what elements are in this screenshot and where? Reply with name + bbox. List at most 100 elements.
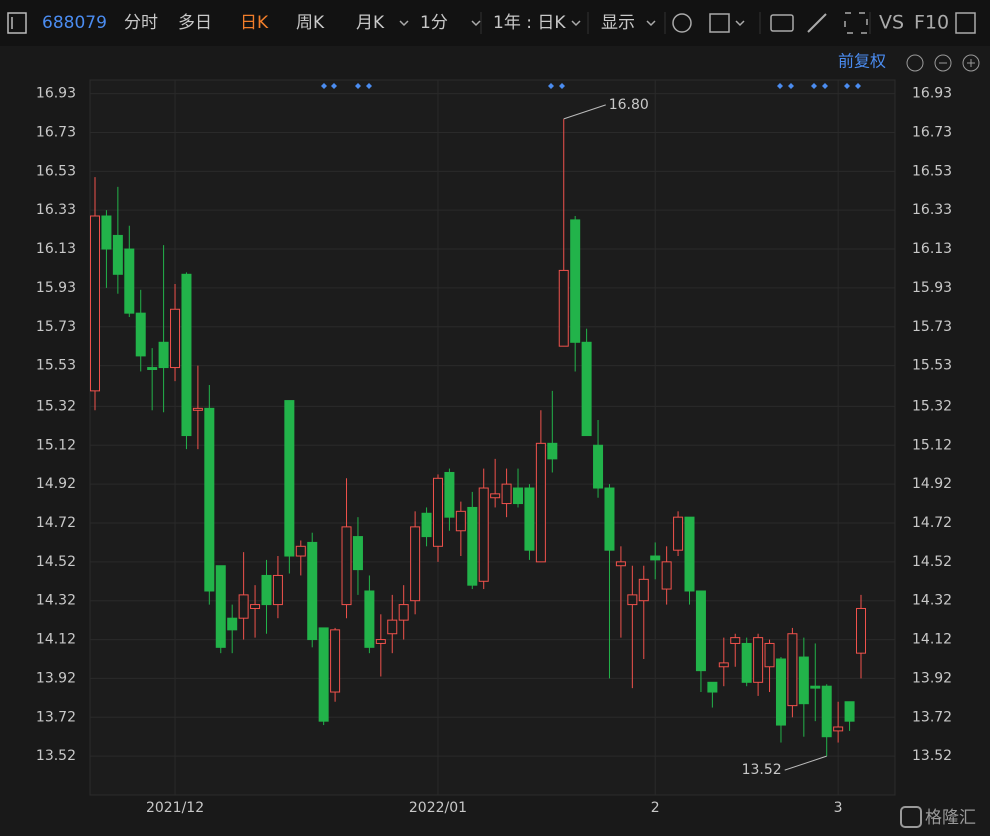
event-marker [321, 83, 327, 89]
annotation-line [784, 755, 827, 771]
candle-body [295, 545, 306, 557]
candle-body [490, 493, 501, 499]
y-tick-label: 14.32 [36, 593, 76, 609]
candle-body [261, 574, 272, 606]
y-tick-label-right: 13.72 [912, 709, 952, 725]
y-tick-label-right: 16.93 [912, 86, 952, 102]
annotation: 13.52 [742, 762, 782, 778]
menu-icon[interactable] [7, 12, 27, 34]
tab[interactable]: 日K [240, 13, 269, 33]
event-marker [855, 83, 861, 89]
candle-body [604, 487, 615, 551]
y-tick-label-right: 14.52 [912, 554, 952, 570]
candle-body [753, 637, 764, 683]
candle-body [730, 637, 741, 644]
candle-body [684, 516, 695, 592]
tab[interactable]: 多日 [178, 13, 212, 33]
adjust-button[interactable]: 前复权 [838, 52, 886, 71]
candle-body [158, 341, 169, 369]
candle-body [593, 444, 604, 489]
x-tick-label: 2021/12 [146, 800, 204, 816]
candle-body [318, 627, 329, 722]
y-tick-label-right: 13.52 [912, 748, 952, 764]
fullscreen-icon[interactable] [844, 12, 868, 34]
tab[interactable]: 1分 [420, 13, 448, 33]
y-tick-label: 16.93 [36, 86, 76, 102]
candle-body [741, 642, 752, 683]
candle-body [330, 629, 341, 693]
y-tick-label: 14.52 [36, 554, 76, 570]
y-tick-label-right: 16.13 [912, 241, 952, 257]
y-tick-label-right: 15.32 [912, 398, 952, 414]
annotation-line [563, 104, 606, 120]
candle-body [798, 656, 809, 705]
candle-body [398, 604, 409, 621]
y-tick-label: 13.92 [36, 670, 76, 686]
candle-body [615, 561, 626, 567]
y-tick-label: 13.72 [36, 709, 76, 725]
candle-body [810, 685, 821, 689]
y-tick-label-right: 13.92 [912, 670, 952, 686]
candle-body [764, 642, 775, 668]
zoom-in[interactable] [962, 54, 980, 72]
y-tick-label-right: 14.72 [912, 515, 952, 531]
candle-body [387, 619, 398, 635]
candle-body [341, 526, 352, 606]
candle-body [284, 400, 295, 557]
display-select[interactable]: 显示 [601, 13, 635, 33]
y-tick-label: 16.13 [36, 241, 76, 257]
f10-button[interactable]: F10 [914, 12, 949, 34]
tab[interactable]: 月K [356, 13, 385, 33]
y-tick-label: 15.93 [36, 280, 76, 296]
candle-body [101, 215, 112, 250]
y-tick-label-right: 15.93 [912, 280, 952, 296]
candle-body [570, 219, 581, 343]
tab[interactable]: 分时 [124, 13, 158, 33]
dropdown-arrow [646, 20, 656, 27]
candle-body [673, 516, 684, 551]
dropdown-arrow [399, 20, 409, 27]
y-tick-label: 13.52 [36, 748, 76, 764]
candle-body [250, 604, 261, 609]
event-marker [366, 83, 372, 89]
box-icon[interactable] [709, 13, 730, 33]
candle-body [112, 234, 123, 275]
candle-body [204, 407, 215, 592]
candle-body [90, 215, 100, 392]
y-tick-label-right: 15.53 [912, 358, 952, 374]
candle-body [307, 541, 318, 641]
panel-icon[interactable] [955, 12, 976, 34]
candle-body [821, 685, 832, 738]
camera-icon[interactable] [770, 14, 794, 32]
range-select[interactable]: 1年 : 日K [493, 13, 566, 33]
y-tick-label: 16.53 [36, 163, 76, 179]
y-tick-label-right: 15.73 [912, 319, 952, 335]
undo-icon[interactable] [906, 54, 924, 72]
event-marker [331, 83, 337, 89]
x-tick-label: 2 [651, 800, 660, 816]
candle-body [833, 726, 844, 732]
tab[interactable]: 周K [296, 13, 325, 33]
y-tick-label: 14.92 [36, 476, 76, 492]
candle-body [501, 483, 512, 505]
y-tick-label-right: 16.53 [912, 163, 952, 179]
vs-button[interactable]: VS [879, 12, 904, 34]
y-tick-label-right: 16.73 [912, 124, 952, 140]
y-tick-label: 14.72 [36, 515, 76, 531]
x-tick-label: 2022/01 [409, 800, 467, 816]
candle-body [627, 594, 638, 606]
dropdown-arrow [735, 20, 745, 27]
candle-body [856, 607, 866, 654]
settings-icon[interactable] [672, 13, 692, 33]
candle-body [558, 269, 569, 347]
y-tick-label: 15.12 [36, 437, 76, 453]
stock-code[interactable]: 688079 [42, 13, 107, 33]
pen-icon[interactable] [807, 13, 827, 33]
y-tick-label: 16.33 [36, 202, 76, 218]
candle-body [581, 341, 592, 437]
annotation: 16.80 [609, 97, 649, 113]
zoom-out[interactable] [934, 54, 952, 72]
event-marker [559, 83, 565, 89]
